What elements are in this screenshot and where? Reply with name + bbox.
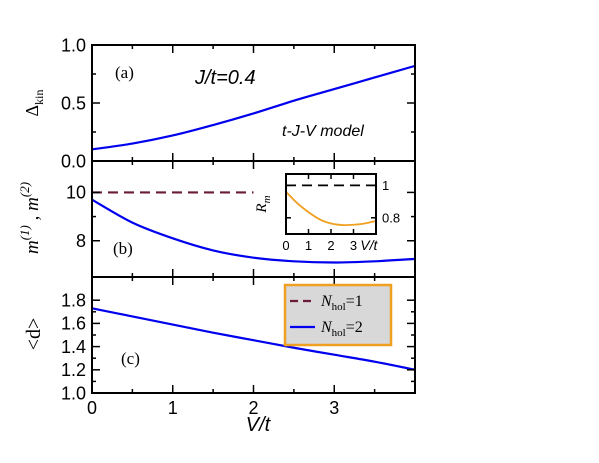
panel-a-label: (a)	[115, 63, 134, 82]
panel-a-series	[91, 64, 416, 151]
panel-a: 0.0 0.5 1.0 (a) J/t=0.4 t-J-V model Δkin	[22, 35, 416, 171]
inset-ytick-label-1: 1	[382, 178, 389, 193]
panel-b: 810 (b) m(1) , m(2) 0.810 1 2 3 V/t Rm	[17, 160, 416, 278]
panel-b-ylabel: m(1) , m(2)	[17, 182, 43, 254]
inset-xtick-label-1: 1	[305, 238, 312, 253]
panel-b-series-1-line	[91, 198, 416, 264]
panel-b-label: (b)	[113, 239, 133, 258]
panel-a-series-0-line	[91, 64, 416, 151]
inset-series-1-line	[285, 191, 377, 227]
panel-c-label: (c)	[121, 349, 140, 368]
panel-c-ytick-label-1: 1.2	[61, 360, 86, 380]
panel-c-ylabel: <d>	[23, 318, 45, 351]
inset-ytick-label-0: 0.8	[382, 210, 400, 225]
panel-c-xlabel: V/t	[246, 414, 272, 436]
legend: Nhol=1 Nhol=2	[283, 283, 393, 347]
ylabel-b-sup1: (1)	[17, 225, 32, 240]
inset-xtick-label-3: 3	[350, 238, 357, 253]
panel-a-frame	[91, 44, 416, 162]
panel-a-annotation-model: t-J-V model	[282, 123, 364, 140]
ylabel-a-main: Δ	[22, 105, 42, 117]
panel-a-ytick-label-0: 0.0	[61, 151, 86, 171]
panel-c-xtick-label-1: 1	[168, 398, 178, 418]
panel-c-ticks: 1.0 1.2 1.4 1.6 1.8 0 1 2 3	[61, 277, 415, 418]
ylabel-a-sub: kin	[32, 90, 46, 105]
panel-b-ytick-label-1: 10	[66, 183, 86, 203]
panel-b-ytick-label-0: 8	[76, 231, 86, 251]
ylabel-b-sep: , m	[22, 197, 43, 225]
panel-c-xtick-label-0: 0	[87, 398, 97, 418]
panel-c-xtick-label-3: 3	[329, 398, 339, 418]
panel-c-ytick-label-4: 1.8	[61, 291, 86, 311]
inset-ylabel-sub: m	[261, 195, 273, 203]
panel-c-ytick-label-0: 1.0	[61, 383, 86, 403]
inset-xtick-label-2: 2	[327, 238, 334, 253]
panel-b-inset: 0.810 1 2 3 V/t Rm	[254, 173, 400, 253]
ylabel-b-m1: m	[22, 240, 43, 254]
panel-b-ticks: 810	[66, 161, 415, 277]
inset-ylabel-main: R	[254, 203, 270, 213]
panel-b-series	[91, 191, 416, 264]
panel-a-ytick-label-1: 0.5	[61, 93, 86, 113]
panel-c-series	[91, 307, 416, 371]
legend-box	[283, 283, 393, 347]
panel-a-ytick-label-2: 1.0	[61, 35, 86, 55]
panel-c-ytick-label-3: 1.6	[61, 314, 86, 334]
inset-series	[285, 184, 377, 227]
panel-a-annotation-coupling: J/t=0.4	[194, 67, 256, 89]
ylabel-b-sup2: (2)	[17, 182, 32, 197]
panel-a-ylabel: Δkin	[22, 90, 46, 117]
svg-text:m(1) , m(2): m(1) , m(2)	[17, 182, 43, 254]
panel-c-ytick-label-2: 1.4	[61, 337, 86, 357]
svg-text:Δkin: Δkin	[22, 90, 46, 117]
legend-label-nhol-2: Nhol=2	[320, 319, 363, 339]
panel-c-series-0-line	[91, 307, 416, 371]
panel-c: 1.0 1.2 1.4 1.6 1.8 0 1 2 3 (c) <d> V/t Nhol=1 N…	[23, 276, 416, 436]
inset-ylabel: Rm	[254, 195, 273, 213]
inset-ticks: 0.810 1 2 3 V/t	[282, 174, 400, 253]
panel-a-ticks: 0.0 0.5 1.0	[61, 35, 415, 171]
inset-xlabel: V/t	[360, 237, 378, 253]
panel-c-xtick-label-2: 2	[248, 398, 258, 418]
svg-text:Rm: Rm	[254, 195, 273, 213]
inset-xtick-label-0: 0	[282, 238, 289, 253]
legend-label-nhol-1: Nhol=1	[320, 293, 363, 313]
